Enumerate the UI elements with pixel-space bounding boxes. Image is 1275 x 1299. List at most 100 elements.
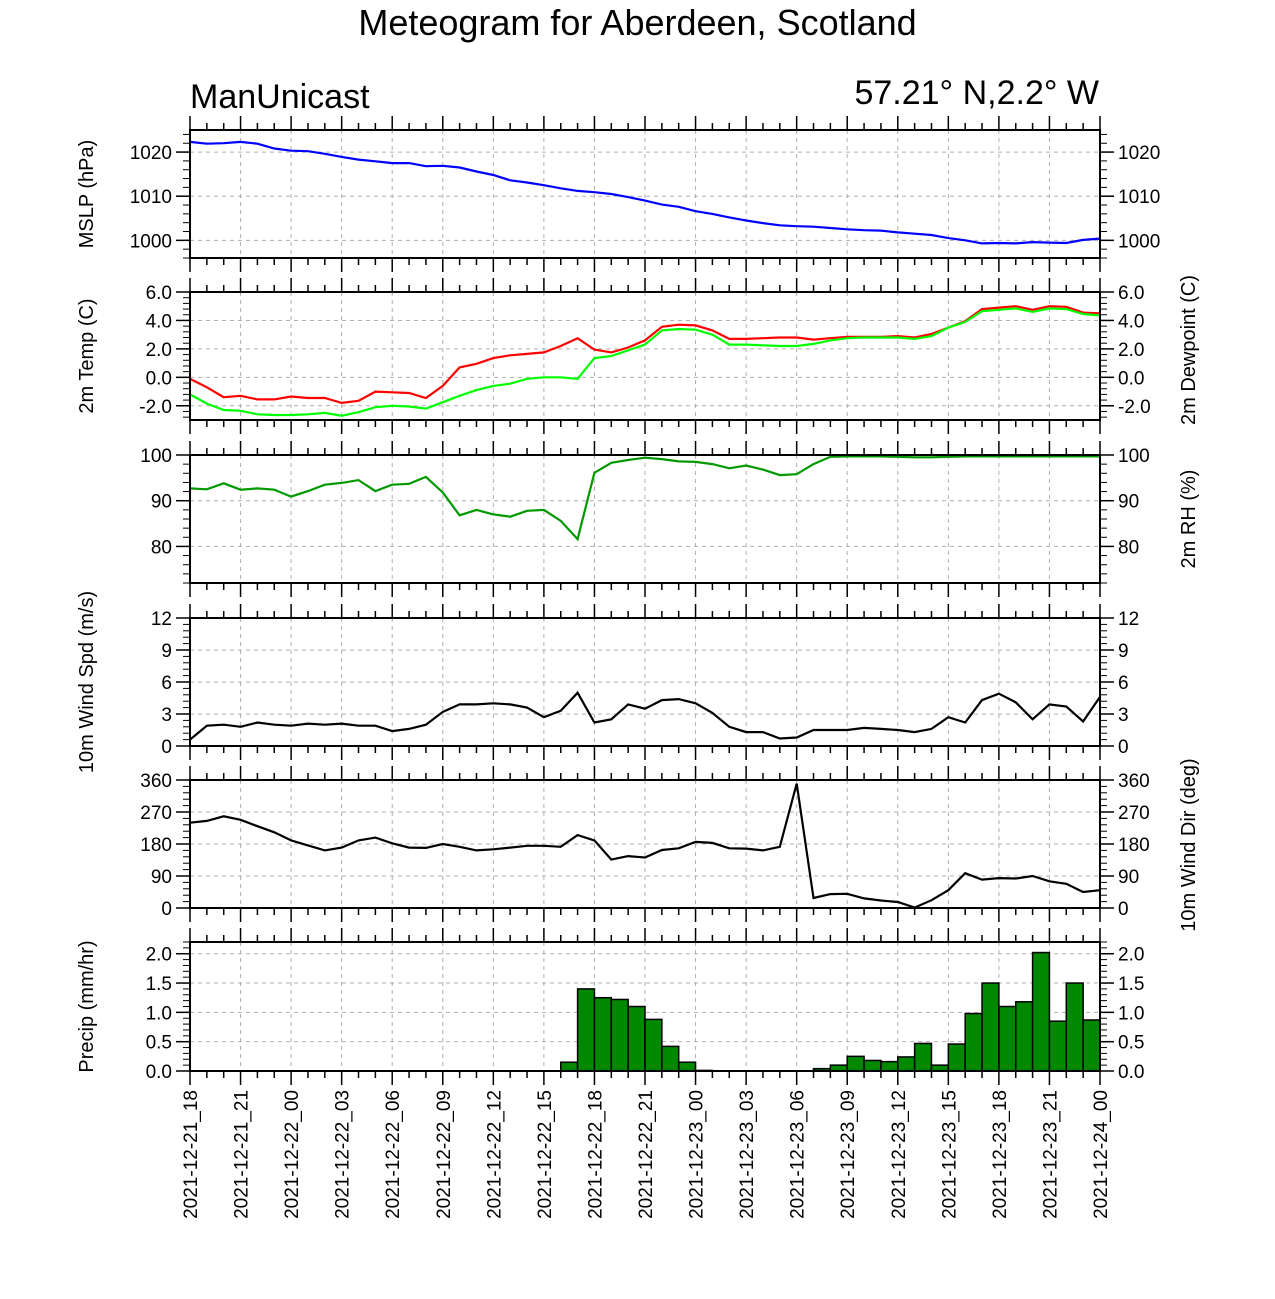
xticklabel: 2021-12-22_12: [484, 1090, 505, 1219]
wind-speed-yticklabel-right: 9: [1118, 641, 1129, 662]
precip-bar: [947, 1043, 966, 1072]
temp-yticklabel-right: -2.0: [1118, 397, 1151, 418]
precip-yticklabel-right: 1.5: [1118, 974, 1144, 995]
xticklabel: 2021-12-22_15: [535, 1090, 556, 1219]
mslp-series-line-0: [189, 140, 1101, 245]
wind-speed-series-line-0: [189, 690, 1101, 741]
xticklabel: 2021-12-22_21: [636, 1090, 657, 1219]
xticklabel: 2021-12-23_06: [788, 1090, 809, 1219]
temp-yticklabel-left: -2.0: [139, 397, 172, 418]
xticklabel: 2021-12-23_18: [990, 1090, 1011, 1219]
mslp-yticklabel-left: 1020: [130, 143, 172, 164]
precip-bar: [897, 1056, 916, 1072]
precip-yticklabel-right: 1.0: [1118, 1003, 1144, 1024]
mslp-yticklabel-left: 1010: [130, 187, 172, 208]
precip-yticklabel-left: 0.0: [146, 1062, 172, 1083]
xticklabel: 2021-12-22_03: [333, 1090, 354, 1219]
wind-speed-yticklabel-right: 12: [1118, 609, 1139, 630]
wind-dir-yticklabel-right: 90: [1118, 867, 1139, 888]
mslp-ylabel: MSLP (hPa): [76, 140, 98, 249]
precip-bar: [913, 1042, 933, 1072]
precip-bar: [1031, 951, 1051, 1072]
wind-speed-yticklabel-left: 6: [161, 673, 172, 694]
precip-yticklabel-left: 1.0: [146, 1003, 172, 1024]
xticklabel: 2021-12-22_18: [585, 1090, 606, 1219]
wind-dir-ylabel: 10m Wind Dir (deg): [1178, 758, 1200, 931]
temp-yticklabel-right: 0.0: [1118, 368, 1144, 389]
precip-bar: [576, 988, 596, 1072]
xticklabel: 2021-12-23_00: [687, 1090, 708, 1219]
location-label: 57.21° N,2.2° W: [854, 74, 1099, 112]
wind-speed-yticklabel-left: 0: [161, 737, 172, 758]
rh-yticklabel-left: 90: [151, 492, 172, 513]
mslp-yticklabel-left: 1000: [130, 231, 172, 252]
precip-bar: [1082, 1019, 1101, 1072]
temp-yticklabel-right: 6.0: [1118, 283, 1144, 304]
precip-bar: [981, 982, 1000, 1072]
precip-bar: [964, 1012, 983, 1072]
xticklabel: 2021-12-22_06: [383, 1090, 404, 1219]
wind-speed-yticklabel-left: 12: [151, 609, 172, 630]
precip-yticklabel-left: 2.0: [146, 945, 172, 966]
wind-dir-yticklabel-left: 360: [140, 771, 172, 792]
precip-yticklabel-right: 2.0: [1118, 945, 1144, 966]
mslp-yticklabel-right: 1000: [1118, 231, 1160, 252]
wind-speed-yticklabel-left: 3: [161, 705, 172, 726]
model-label: ManUnicast: [190, 78, 370, 116]
xticklabel: 2021-12-22_00: [282, 1090, 303, 1219]
xticklabel: 2021-12-23_12: [889, 1090, 910, 1219]
xticklabel: 2021-12-23_09: [838, 1090, 859, 1219]
precip-yticklabel-right: 0.0: [1118, 1062, 1144, 1083]
rh-ylabel: 2m RH (%): [1178, 470, 1200, 569]
precip-bar: [661, 1045, 680, 1072]
precip-bar: [880, 1060, 899, 1072]
chart-title: Meteogram for Aberdeen, Scotland: [358, 2, 917, 43]
xticklabel: 2021-12-23_03: [737, 1090, 758, 1219]
precip-bar: [1065, 982, 1084, 1072]
precip-bar: [1014, 1001, 1034, 1072]
temp-yticklabel-left: 0.0: [146, 368, 172, 389]
xticklabel: 2021-12-21_21: [232, 1090, 253, 1219]
precip-bar: [559, 1061, 579, 1072]
rh-yticklabel-right: 80: [1118, 537, 1139, 558]
precip-bar: [863, 1059, 882, 1072]
temp-series-line-1: [189, 307, 1101, 417]
precip-yticklabel-left: 1.5: [146, 974, 172, 995]
wind-dir-yticklabel-left: 0: [161, 899, 172, 920]
temp-ylabel: 2m Temp (C): [76, 298, 98, 413]
precip-bar: [677, 1061, 697, 1072]
wind-speed-yticklabel-right: 6: [1118, 673, 1129, 694]
precip-ylabel: Precip (mm/hr): [76, 940, 98, 1072]
wind-speed-yticklabel-right: 3: [1118, 705, 1129, 726]
wind-dir-yticklabel-left: 90: [151, 867, 172, 888]
wind-speed-yticklabel-right: 0: [1118, 737, 1129, 758]
temp-yticklabel-left: 4.0: [146, 311, 172, 332]
xticklabel: 2021-12-23_21: [1040, 1090, 1061, 1219]
wind-dir-series-line-0: [189, 783, 1101, 909]
precip-bar: [644, 1018, 663, 1072]
temp-yticklabel-left: 2.0: [146, 340, 172, 361]
precip-yticklabel-right: 0.5: [1118, 1033, 1144, 1054]
precip-bar: [998, 1005, 1017, 1072]
temp-yticklabel-left: 6.0: [146, 283, 172, 304]
rh-yticklabel-right: 90: [1118, 492, 1139, 513]
precip-bar: [846, 1055, 865, 1072]
wind-dir-yticklabel-left: 270: [140, 803, 172, 824]
precip-bar: [610, 998, 629, 1072]
temp-yticklabel-right: 2.0: [1118, 340, 1144, 361]
mslp-yticklabel-right: 1010: [1118, 187, 1160, 208]
xticklabel: 2021-12-22_09: [434, 1090, 455, 1219]
wind-dir-yticklabel-right: 0: [1118, 899, 1129, 920]
temp-ylabel-right: 2m Dewpoint (C): [1178, 275, 1200, 425]
precip-yticklabel-left: 0.5: [146, 1033, 172, 1054]
precip-bar: [627, 1005, 646, 1072]
precip-bar: [1048, 1020, 1068, 1072]
rh-yticklabel-left: 100: [140, 446, 172, 467]
xticklabel: 2021-12-21_18: [181, 1090, 202, 1219]
xticklabel: 2021-12-23_15: [939, 1090, 960, 1219]
precip-bar: [593, 996, 613, 1072]
wind-speed-yticklabel-left: 9: [161, 641, 172, 662]
wind-dir-yticklabel-left: 180: [140, 835, 172, 856]
rh-yticklabel-right: 100: [1118, 446, 1150, 467]
